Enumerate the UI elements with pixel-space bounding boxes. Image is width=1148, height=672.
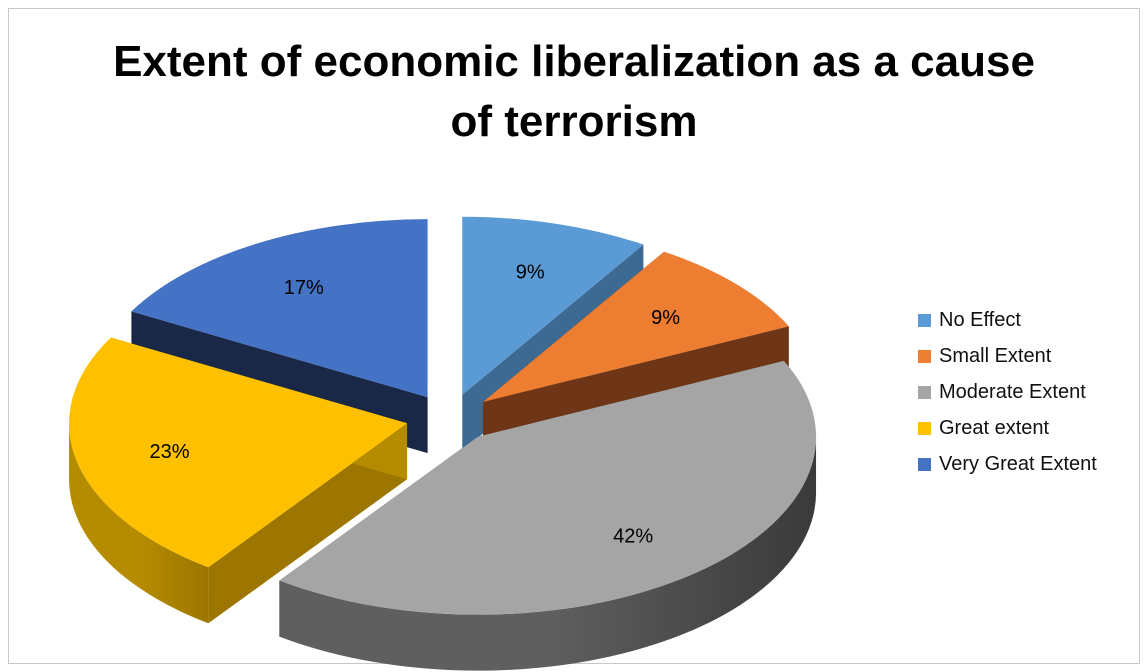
legend-item-no-effect: No Effect xyxy=(918,302,1097,338)
legend-swatch xyxy=(918,313,931,327)
legend-swatch xyxy=(918,385,931,399)
data-label-great-extent: 23% xyxy=(150,441,190,463)
pie-slice-no-effect xyxy=(462,216,644,395)
pie-slice-small-extent xyxy=(483,251,789,402)
pie-inner-wall-great-extent xyxy=(208,423,408,624)
legend-swatch xyxy=(918,457,931,471)
pie-rim-moderate-extent xyxy=(279,436,817,671)
legend-swatch xyxy=(918,349,931,363)
legend-label: Moderate Extent xyxy=(939,380,1086,403)
pie-slice-moderate-extent xyxy=(279,360,817,615)
pie-slice-great-extent xyxy=(69,337,408,568)
legend-label: Very Great Extent xyxy=(939,452,1097,475)
chart-title: Extent of economic liberalization as a c… xyxy=(113,37,1035,146)
data-label-moderate-extent: 42% xyxy=(613,525,653,547)
legend-label: No Effect xyxy=(939,308,1021,331)
pie-rim-great-extent xyxy=(69,423,209,624)
chart-legend: No Effect Small Extent Moderate Extent Grea… xyxy=(918,302,1097,482)
legend-label: Great extent xyxy=(939,416,1050,439)
legend-item-small-extent: Small Extent xyxy=(918,338,1097,374)
pie-slice-very-great-extent xyxy=(131,219,428,398)
legend-item-very-great-extent: Very Great Extent xyxy=(918,446,1097,482)
pie-labels: 9% 9% 42% 23% 17% xyxy=(150,262,681,548)
legend-item-great-extent: Great extent xyxy=(918,410,1097,446)
pie-tops xyxy=(69,216,817,615)
legend-label: Small Extent xyxy=(939,344,1052,367)
legend-item-moderate-extent: Moderate Extent xyxy=(918,374,1097,410)
data-label-no-effect: 9% xyxy=(516,262,545,284)
data-label-very-great-extent: 17% xyxy=(284,277,324,299)
data-label-small-extent: 9% xyxy=(651,307,680,329)
legend-swatch xyxy=(918,421,931,435)
